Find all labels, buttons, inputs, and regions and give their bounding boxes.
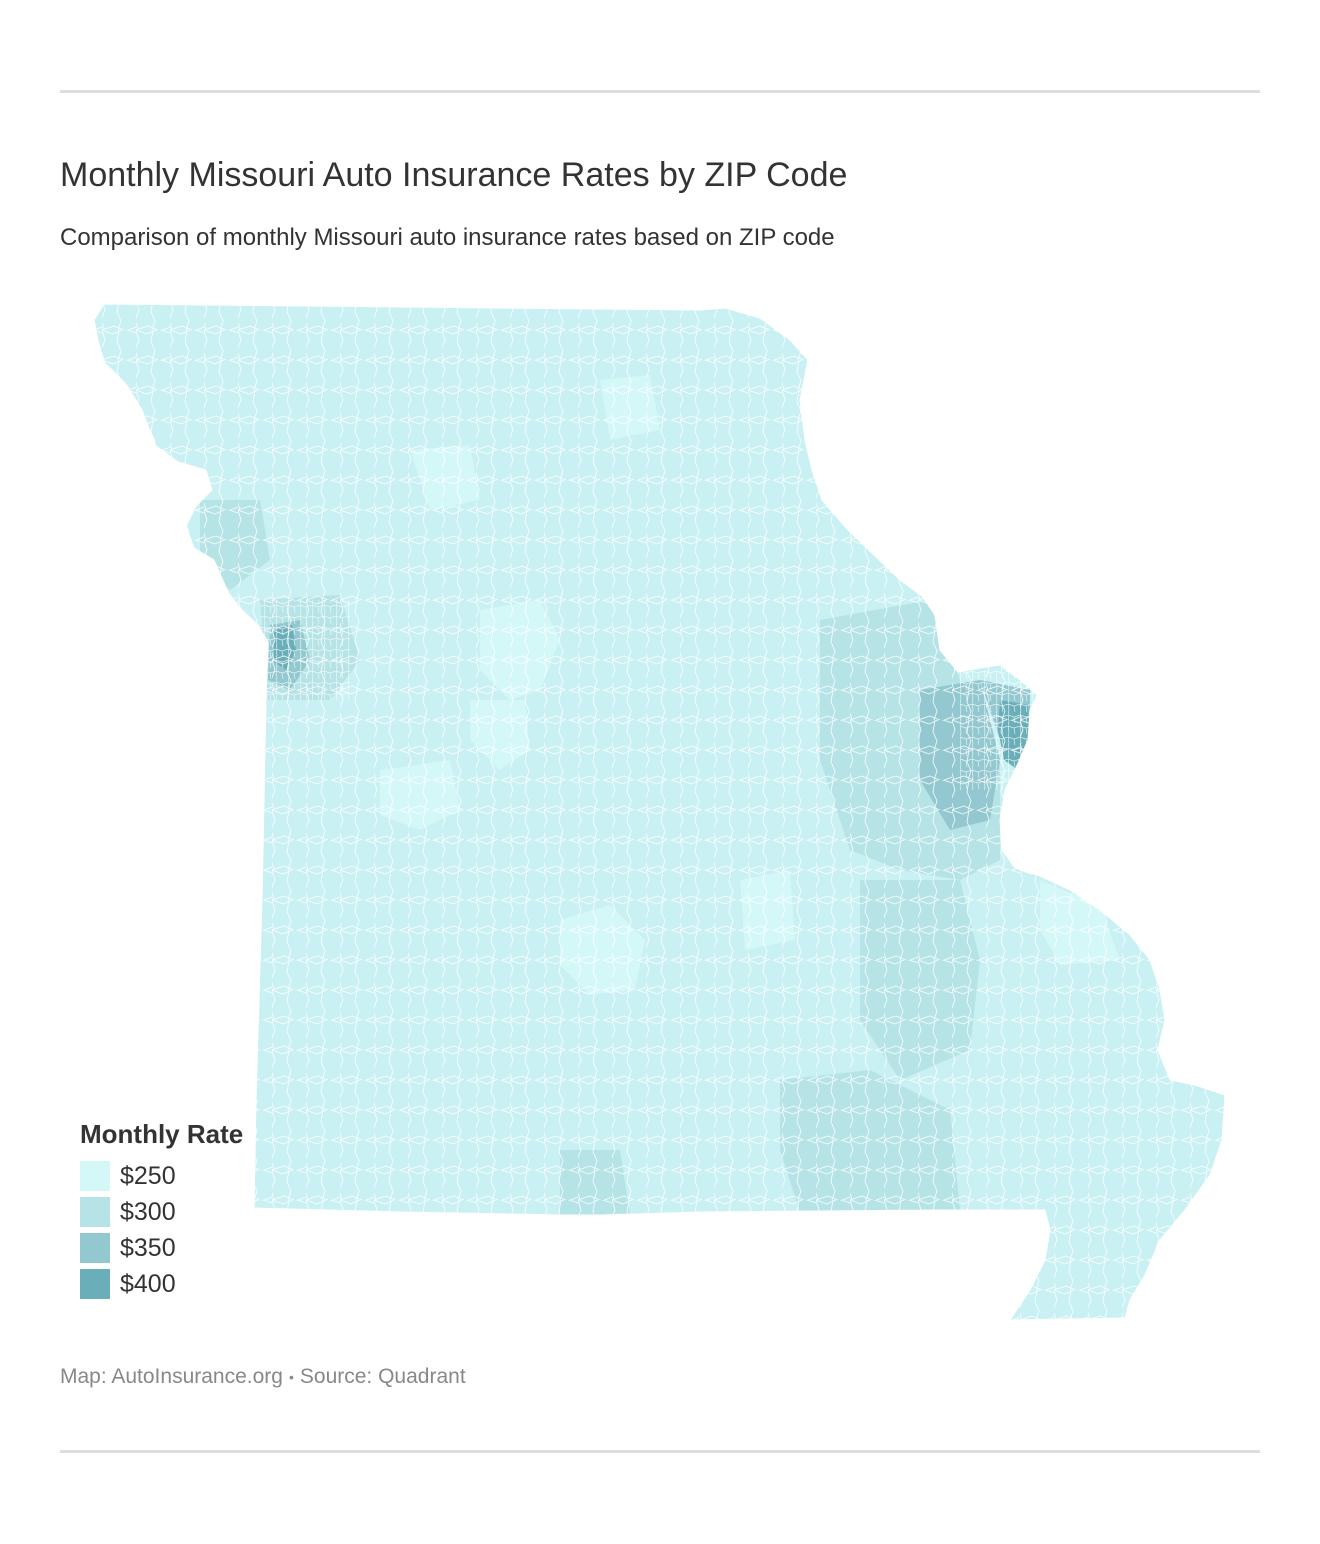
legend-label: $300	[120, 1198, 176, 1226]
top-divider	[60, 90, 1260, 93]
footer-separator: •	[288, 1369, 294, 1386]
map-svg	[93, 303, 1226, 1321]
zip-boundaries-stlouis	[960, 670, 1040, 790]
map-credit: Map: AutoInsurance.org	[60, 1365, 283, 1388]
footer-credits: Map: AutoInsurance.org • Source: Quadrant	[60, 1364, 466, 1390]
page-title: Monthly Missouri Auto Insurance Rates by…	[60, 156, 848, 194]
legend-label: $350	[120, 1234, 176, 1262]
map-legend: Monthly Rate $250 $300 $350 $400	[80, 1118, 280, 1302]
legend-label: $400	[120, 1270, 176, 1298]
missouri-zip-map	[0, 290, 1320, 1340]
legend-label: $250	[120, 1162, 176, 1190]
bottom-divider	[60, 1450, 1260, 1453]
legend-swatch	[80, 1197, 110, 1227]
source-credit: Source: Quadrant	[299, 1365, 466, 1388]
page-subtitle: Comparison of monthly Missouri auto insu…	[60, 224, 835, 251]
zip-boundaries-kansas-city	[260, 600, 350, 700]
legend-item: $400	[80, 1266, 280, 1302]
legend-swatch	[80, 1233, 110, 1263]
legend-title: Monthly Rate	[80, 1119, 244, 1149]
legend-swatch	[80, 1269, 110, 1299]
legend-item: $350	[80, 1230, 280, 1266]
legend-item: $250	[80, 1158, 280, 1194]
legend-swatch	[80, 1161, 110, 1191]
legend-item: $300	[80, 1194, 280, 1230]
